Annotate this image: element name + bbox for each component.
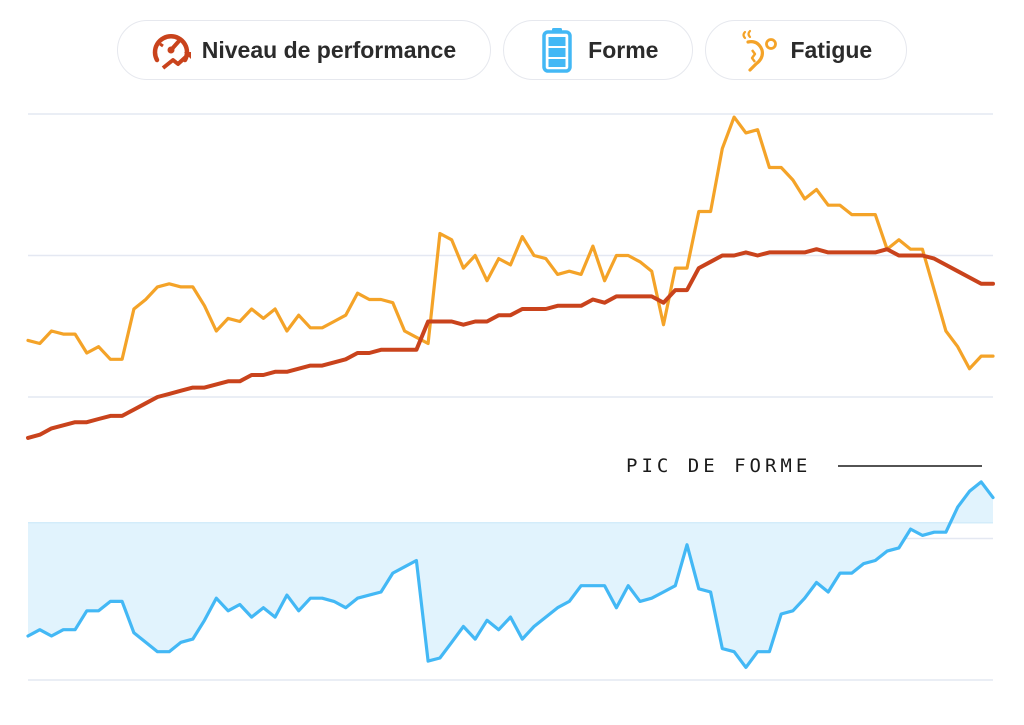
legend-item-forme[interactable]: Forme <box>503 20 694 80</box>
legend-label: Forme <box>588 36 659 63</box>
series-line-forme <box>26 480 995 670</box>
battery-icon <box>534 27 580 73</box>
legend-item-niveau-de-performance[interactable]: Niveau de performance <box>116 20 492 80</box>
legend-label: Fatigue <box>790 36 873 63</box>
legend-label: Niveau de performance <box>201 36 457 63</box>
sore-muscle-icon <box>736 27 782 73</box>
series-area-forme <box>28 481 993 668</box>
annotation-pic-de-forme: PIC DE FORME <box>626 455 812 477</box>
series-line-fatigue <box>26 115 995 371</box>
legend-item-fatigue[interactable]: Fatigue <box>705 20 908 80</box>
series-line-performance <box>26 247 995 440</box>
speedometer-icon <box>148 27 194 73</box>
legend-bar: Niveau de performance Forme Fatigue <box>0 20 1024 82</box>
series-layer <box>26 115 995 670</box>
